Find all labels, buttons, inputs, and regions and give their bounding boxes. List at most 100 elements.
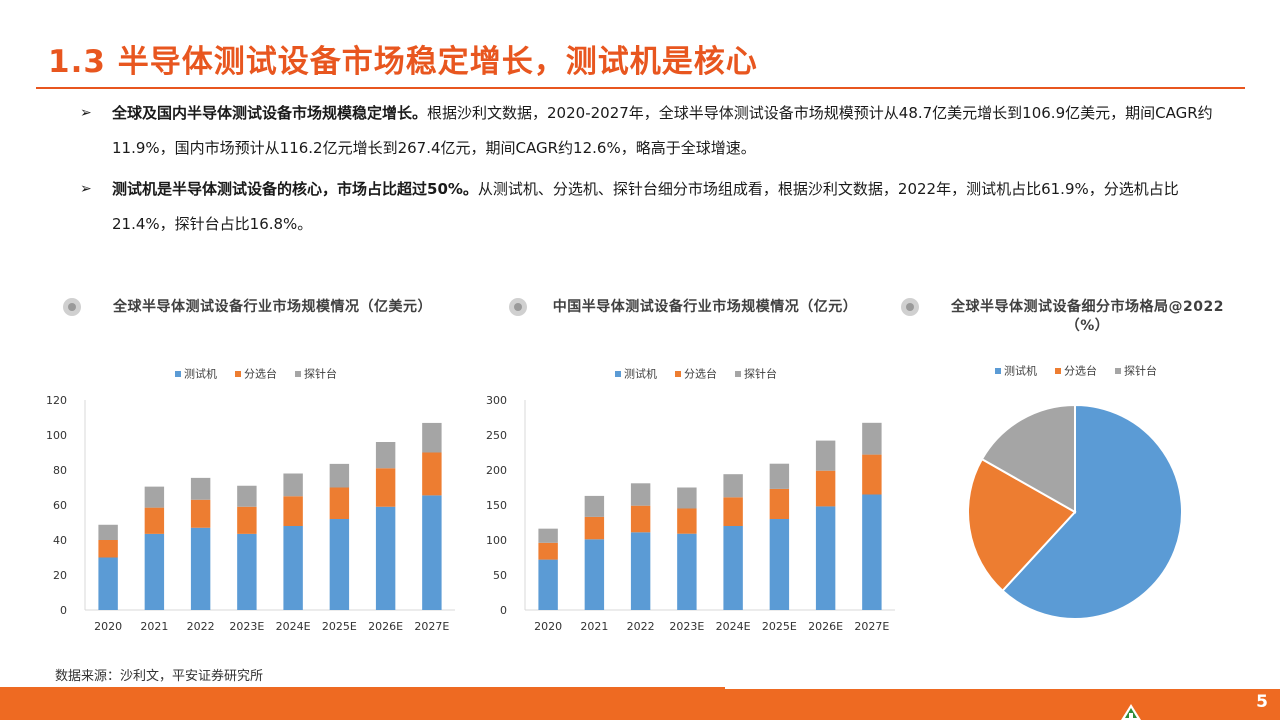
bar-segment: [584, 495, 605, 517]
bullet-1: ➢ 全球及国内半导体测试设备市场规模稳定增长。根据沙利文数据，2020-2027…: [80, 96, 1215, 166]
y-tick-label: 300: [486, 394, 507, 407]
bar-segment: [815, 470, 836, 507]
bullet-1-body: 根据沙利文数据，2020-2027年，全球半导体测试设备市场规模预计从48.7亿…: [112, 104, 1213, 157]
y-tick-label: 100: [46, 429, 67, 442]
y-tick-label: 250: [486, 429, 507, 442]
bullet-2-body: 从测试机、分选机、探针台细分市场组成看，根据沙利文数据，2022年，测试机占比6…: [112, 180, 1179, 233]
bar-segment: [329, 487, 350, 519]
bar-segment: [538, 528, 558, 543]
bar-segment: [677, 508, 697, 534]
bar-segment: [375, 468, 396, 507]
bar-segment: [815, 440, 836, 471]
legend-label: 分选台: [244, 367, 277, 381]
arrow-bullet-icon: ➢: [80, 181, 92, 197]
data-source: 数据来源：沙利文，平安证券研究所: [55, 669, 264, 684]
legend-label: 测试机: [184, 367, 217, 381]
bar-segment: [283, 526, 303, 610]
y-tick-label: 80: [53, 464, 67, 477]
bar-segment: [237, 533, 257, 610]
bar-segment: [677, 533, 697, 610]
bar-segment: [144, 486, 165, 508]
legend-label: 分选台: [684, 367, 717, 381]
y-tick-label: 50: [493, 569, 507, 582]
pie-slice: [967, 457, 1077, 593]
legend-swatch: [175, 371, 181, 377]
legend-swatch: [735, 371, 741, 377]
bar-segment: [144, 507, 165, 534]
legend-swatch: [995, 368, 1001, 374]
x-tick-label: 2024E: [276, 620, 311, 633]
bar-segment: [98, 524, 118, 540]
x-tick-label: 2022: [627, 620, 655, 633]
bar-segment: [538, 559, 558, 610]
chart-1-title: 全球半导体测试设备行业市场规模情况（亿美元）: [113, 299, 432, 315]
radio-bullet-icon: [63, 298, 81, 316]
legend-swatch: [295, 371, 301, 377]
bar-segment: [584, 539, 605, 610]
bullet-2-lead: 测试机是半导体测试设备的核心，市场占比超过50%。: [112, 180, 478, 198]
bar-segment: [584, 516, 605, 540]
y-tick-label: 200: [486, 464, 507, 477]
x-tick-label: 2020: [534, 620, 562, 633]
bullet-1-lead: 全球及国内半导体测试设备市场规模稳定增长。: [112, 104, 428, 122]
bar-segment: [769, 488, 790, 519]
bar-segment: [98, 540, 118, 558]
x-tick-label: 2026E: [368, 620, 403, 633]
bar-segment: [862, 494, 882, 610]
bar-segment: [283, 473, 303, 497]
bar-segment: [144, 533, 165, 610]
x-tick-label: 2025E: [762, 620, 797, 633]
bar-segment: [237, 485, 257, 507]
bar-segment: [723, 526, 743, 610]
bar-segment: [723, 474, 743, 498]
bar-segment: [862, 422, 882, 455]
company-logo-icon: [1121, 704, 1141, 720]
radio-bullet-icon: [509, 298, 527, 316]
legend-label: 探针台: [304, 367, 337, 381]
bar-segment: [375, 506, 396, 610]
bar-segment: [723, 497, 743, 526]
y-tick-label: 20: [53, 569, 67, 582]
x-tick-label: 2027E: [854, 620, 889, 633]
bar-segment: [283, 496, 303, 526]
x-tick-label: 2022: [187, 620, 215, 633]
bar-segment: [862, 454, 882, 495]
x-tick-label: 2021: [140, 620, 168, 633]
x-tick-label: 2024E: [716, 620, 751, 633]
bar-segment: [769, 519, 790, 610]
bar-segment: [630, 532, 651, 610]
china-market-bar-chart: 测试机 分选台 探针台 0 50 100 150 200 250 300 2020 2021 2022 2…: [486, 367, 895, 633]
legend-label: 探针台: [744, 367, 777, 381]
bar-segment: [329, 519, 350, 610]
y-tick-label: 60: [53, 499, 67, 512]
x-tick-label: 2023E: [669, 620, 704, 633]
y-tick-label: 40: [53, 534, 67, 547]
x-tick-label: 2021: [580, 620, 608, 633]
bar-segment: [769, 463, 790, 489]
global-market-bar-chart: 测试机 分选台 探针台 0 20 40 60 80 100 120 2020 2021 2022 2023…: [46, 367, 455, 633]
y-tick-label: 0: [500, 604, 507, 617]
bar-segment: [422, 452, 442, 496]
bullet-2: ➢ 测试机是半导体测试设备的核心，市场占比超过50%。从测试机、分选机、探针台细…: [80, 172, 1215, 242]
bullet-1-text: 全球及国内半导体测试设备市场规模稳定增长。根据沙利文数据，2020-2027年，…: [112, 96, 1215, 166]
chart-2-title: 中国半导体测试设备行业市场规模情况（亿元）: [552, 299, 858, 315]
bar-segment: [422, 495, 442, 610]
bullet-2-text: 测试机是半导体测试设备的核心，市场占比超过50%。从测试机、分选机、探针台细分市…: [112, 172, 1215, 242]
bar-segment: [190, 477, 211, 500]
x-tick-label: 2025E: [322, 620, 357, 633]
bar-segment: [538, 542, 558, 560]
bar-segment: [815, 506, 836, 610]
bar-segment: [422, 422, 442, 453]
y-tick-label: 150: [486, 499, 507, 512]
legend-label: 分选台: [1064, 364, 1097, 378]
x-tick-label: 2020: [94, 620, 122, 633]
segment-share-pie-chart: 测试机 分选台 探针台: [967, 364, 1183, 620]
legend-swatch: [235, 371, 241, 377]
x-tick-label: 2023E: [229, 620, 264, 633]
legend-swatch: [1115, 368, 1121, 374]
chart-3-title: 全球半导体测试设备细分市场格局@2022（%）: [951, 299, 1224, 334]
bar-segment: [190, 527, 211, 610]
pie-slice: [1001, 403, 1183, 620]
bar-segment: [237, 506, 257, 534]
bar-segment: [375, 442, 396, 469]
